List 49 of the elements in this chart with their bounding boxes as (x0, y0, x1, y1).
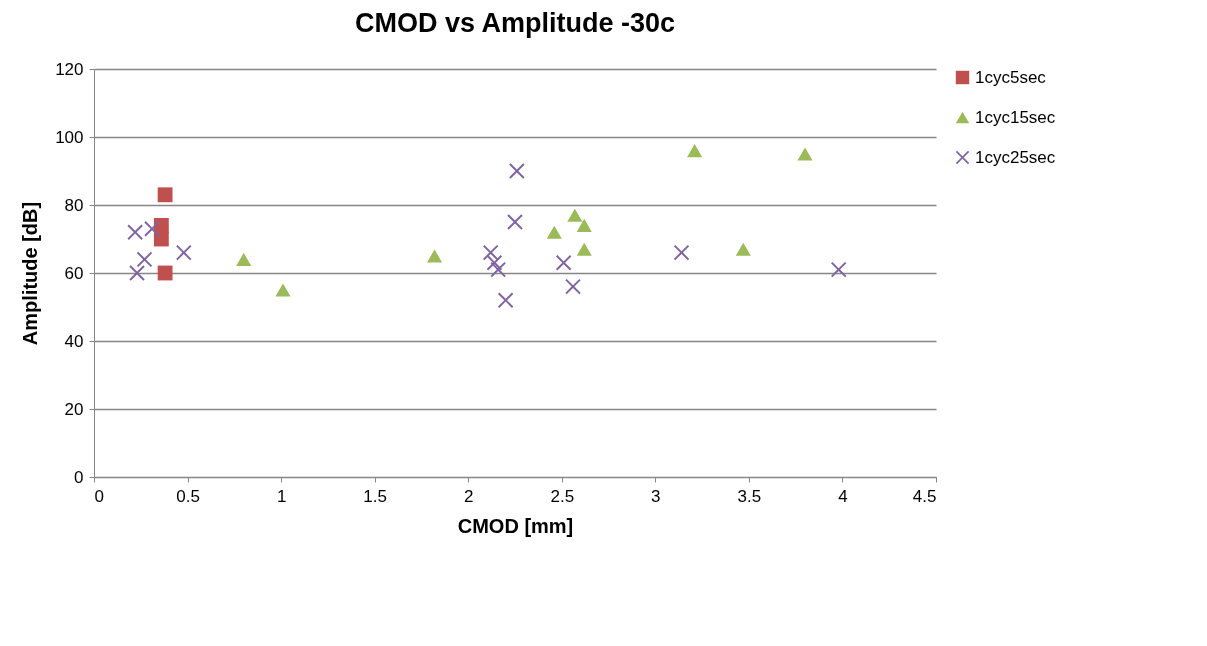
point (687, 144, 703, 158)
x-tick-label: 4.5 (912, 486, 937, 506)
point (555, 255, 572, 271)
x-tick-label: 0 (94, 486, 104, 506)
point (735, 242, 751, 256)
legend-label: 1cyc25sec (975, 147, 1056, 167)
point (157, 265, 173, 281)
x-tick-label: 1.5 (363, 486, 387, 506)
point (236, 252, 252, 266)
y-tick-label: 40 (64, 331, 84, 351)
y-tick-label: 0 (74, 467, 84, 487)
y-tick-label: 80 (64, 195, 84, 215)
y-axis-title: Amplitude [dB] (19, 201, 42, 346)
x-tick-label: 3.5 (737, 486, 762, 506)
point (673, 244, 690, 261)
point (136, 251, 153, 268)
point (482, 244, 499, 261)
x-tick-label: 4 (838, 486, 848, 506)
y-tick-label: 120 (55, 59, 84, 79)
point (507, 214, 523, 230)
x-axis-title: CMOD [mm] (457, 514, 574, 537)
point (546, 225, 562, 239)
x-tick-label: 0.5 (176, 486, 200, 506)
x-tick-label: 2.5 (550, 486, 575, 506)
point (497, 292, 514, 308)
point (426, 249, 443, 263)
y-tick-label: 60 (64, 263, 84, 283)
point (153, 231, 169, 247)
point (129, 265, 145, 281)
chart-title: CMOD vs Amplitude -30c (354, 8, 676, 38)
point (275, 283, 291, 297)
x-tick-label: 1 (276, 486, 287, 506)
point (576, 242, 592, 256)
point (490, 261, 506, 278)
point (576, 218, 592, 232)
x-tick-label: 3 (651, 486, 661, 506)
legend-label: 1cyc5sec (975, 67, 1047, 87)
point (567, 208, 583, 222)
legend-label: 1cyc15sec (975, 107, 1056, 127)
point (176, 244, 192, 261)
point (157, 187, 173, 203)
y-tick-label: 20 (64, 399, 84, 419)
y-tick-label: 100 (55, 127, 84, 147)
point (509, 163, 525, 179)
point (127, 224, 143, 240)
point (797, 147, 813, 161)
x-tick-label: 2 (463, 486, 474, 506)
point (144, 221, 160, 237)
point (831, 261, 847, 278)
